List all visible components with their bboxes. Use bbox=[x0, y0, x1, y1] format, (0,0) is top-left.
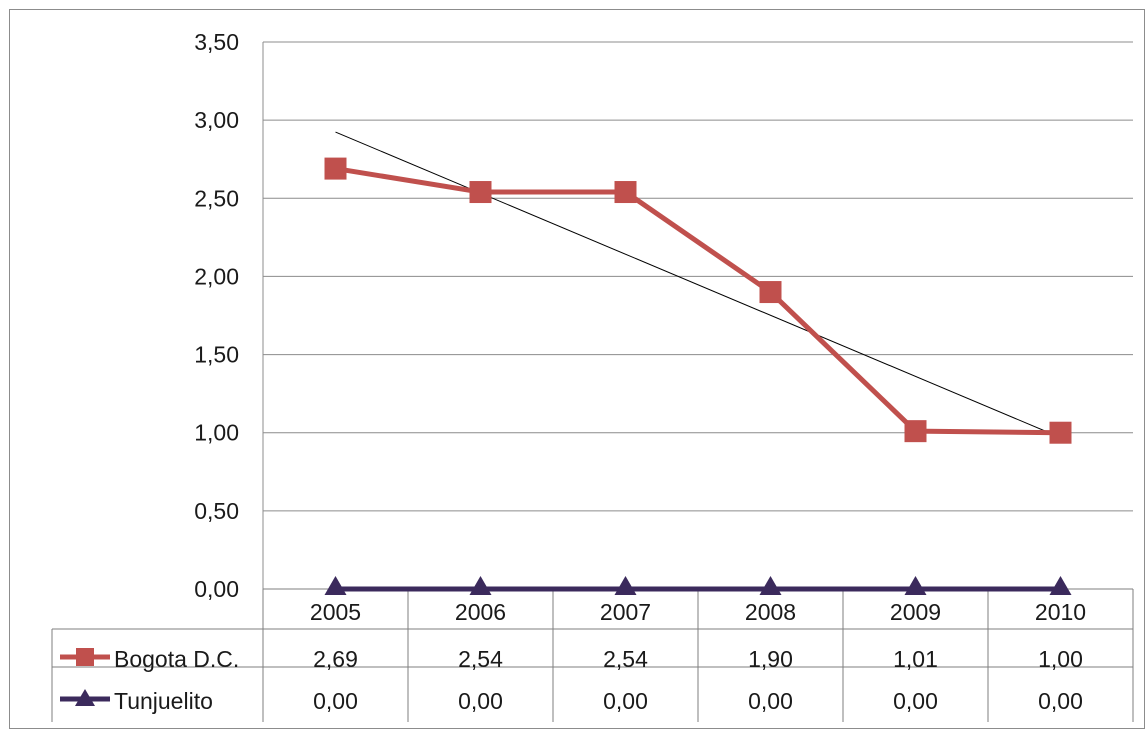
trendline-layer bbox=[335, 131, 1061, 438]
chart-frame bbox=[9, 9, 1145, 729]
x-category-label: 2007 bbox=[600, 599, 651, 625]
x-category-label: 2010 bbox=[1035, 599, 1086, 625]
trendline bbox=[335, 131, 1061, 438]
data-table-cell: 2,54 bbox=[458, 646, 503, 672]
y-tick-label: 2,50 bbox=[194, 185, 239, 211]
legend-series-name: Tunjuelito bbox=[114, 688, 213, 714]
x-category-label: 2009 bbox=[890, 599, 941, 625]
legend-key-triangle-marker bbox=[75, 689, 95, 706]
x-category-label: 2008 bbox=[745, 599, 796, 625]
data-table-cell: 0,00 bbox=[458, 688, 503, 714]
y-tick-label: 2,00 bbox=[194, 263, 239, 289]
y-tick-label: 3,50 bbox=[194, 29, 239, 55]
data-point-square bbox=[324, 157, 347, 180]
series-line bbox=[335, 166, 1061, 436]
data-point-square bbox=[614, 181, 637, 204]
data-table-cell: 0,00 bbox=[893, 688, 938, 714]
data-point-square bbox=[904, 420, 927, 443]
data-point-triangle bbox=[904, 576, 927, 595]
data-table-cell: 2,69 bbox=[313, 646, 358, 672]
legend-key-square-marker bbox=[76, 648, 94, 666]
legend-series-name: Bogota D.C. bbox=[114, 646, 239, 672]
y-axis-ticks: 0,00 0,50 1,00 1,50 2,00 2,50 3,00 3,50 bbox=[194, 29, 239, 602]
data-table-cell: 1,90 bbox=[748, 646, 793, 672]
y-tick-label: 1,00 bbox=[194, 420, 239, 446]
data-point-square bbox=[469, 181, 492, 204]
y-tick-label: 0,00 bbox=[194, 576, 239, 602]
series-layer bbox=[324, 157, 1072, 595]
data-point-triangle bbox=[1049, 576, 1072, 595]
x-category-label: 2005 bbox=[310, 599, 361, 625]
data-table-cell: 1,00 bbox=[1038, 646, 1083, 672]
data-table-cell: 0,00 bbox=[313, 688, 358, 714]
data-point-triangle bbox=[324, 576, 347, 595]
data-point-triangle bbox=[614, 576, 637, 595]
data-table-cell: 0,00 bbox=[603, 688, 648, 714]
y-tick-label: 0,50 bbox=[194, 498, 239, 524]
data-table-cell: 0,00 bbox=[1038, 688, 1083, 714]
y-tick-label: 3,00 bbox=[194, 107, 239, 133]
data-point-triangle bbox=[469, 576, 492, 595]
data-table-cell: 1,01 bbox=[893, 646, 938, 672]
data-point-triangle bbox=[759, 576, 782, 595]
data-table-cell: 2,54 bbox=[603, 646, 648, 672]
data-table-cell: 0,00 bbox=[748, 688, 793, 714]
data-table: 2005 2006 2007 2008 2009 2010 Bogota D.C. 2,69 2… bbox=[51, 588, 1134, 722]
data-point-square bbox=[1049, 421, 1072, 444]
gridlines bbox=[262, 41, 1133, 589]
data-point-square bbox=[759, 281, 782, 304]
x-category-label: 2006 bbox=[455, 599, 506, 625]
y-tick-label: 1,50 bbox=[194, 342, 239, 368]
